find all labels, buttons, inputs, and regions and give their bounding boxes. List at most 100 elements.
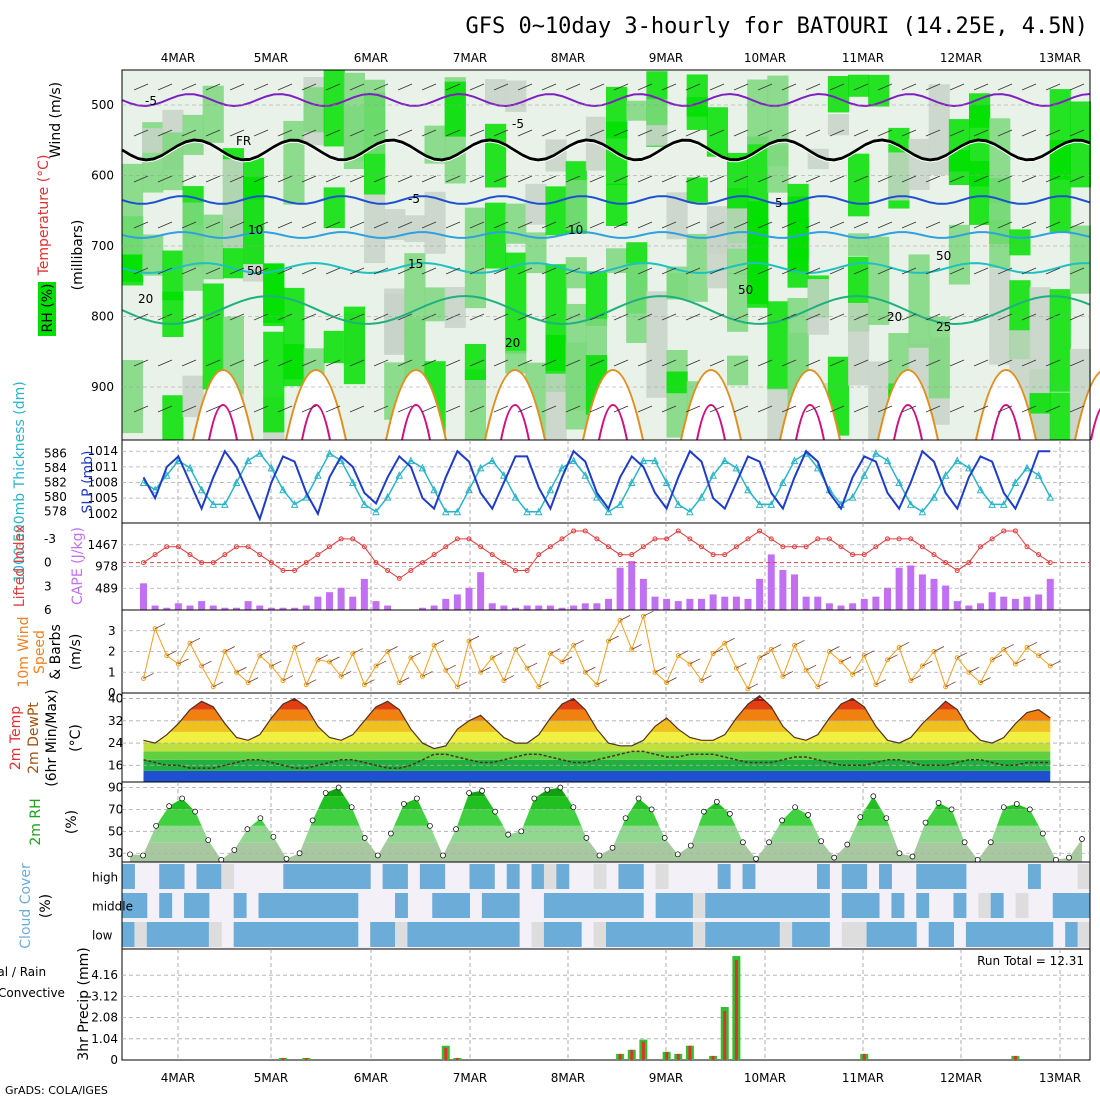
cloud-level-label: low (92, 929, 113, 943)
rh-point (844, 841, 851, 848)
thickness-point (325, 449, 334, 457)
rh-cell (323, 70, 345, 147)
cloud-cell (395, 864, 408, 889)
wind-barb (277, 405, 293, 413)
cloud-cell (630, 864, 644, 889)
cloud-cell (990, 922, 1004, 947)
wind-barb (1021, 405, 1037, 413)
thickness-tick: 580 (44, 490, 67, 504)
cloud-cell (581, 893, 595, 918)
li-point (652, 536, 658, 542)
wind-barb (805, 83, 821, 91)
wind-barb (949, 221, 965, 229)
cloud-cell (692, 922, 706, 947)
rh-cell (706, 221, 728, 289)
cloud-cell (593, 893, 607, 918)
wind-barb (613, 221, 629, 229)
cloud-cell (543, 922, 557, 947)
wind-barb (205, 221, 221, 229)
cloud-cell (680, 922, 694, 947)
rh-cell (323, 330, 345, 364)
wind-speed-point (908, 678, 914, 684)
cloud-cell (742, 893, 756, 918)
rh-point (140, 852, 146, 859)
cloud-cell (432, 864, 446, 889)
thickness-point (186, 463, 194, 472)
wind-barb (349, 129, 365, 137)
wind-barb (469, 83, 485, 91)
dewpt-line (143, 750, 1051, 769)
wind-barb (205, 175, 221, 183)
cloud-cell (891, 893, 905, 918)
wind-barb (277, 359, 293, 367)
precip-conv-bar (281, 1057, 285, 1060)
cloud-cell (531, 864, 545, 889)
cape-bar (674, 601, 682, 610)
rh-point (1026, 806, 1033, 813)
li-tick: -3 (44, 532, 56, 546)
top-date-label: 9MAR (649, 51, 684, 65)
wind-barb (901, 313, 917, 321)
li-point (664, 536, 670, 542)
li-point (885, 536, 890, 542)
thickness-point (779, 478, 787, 486)
wind-barb (133, 405, 149, 413)
wind-tick: 2 (108, 645, 116, 659)
cape-bar (709, 594, 717, 610)
rh-cell (283, 344, 305, 380)
cloud-cell (531, 922, 545, 947)
cloud-cell (1003, 922, 1017, 947)
wind-barb (157, 83, 173, 91)
rh-cell (303, 87, 325, 133)
li-point (361, 544, 367, 550)
run-total-label: Run Total = 12.31 (977, 954, 1084, 968)
wind-barb (229, 83, 245, 91)
temp-line (143, 695, 1051, 750)
li-point (327, 544, 332, 550)
li-point (931, 552, 937, 558)
wind-barb (445, 221, 461, 229)
li-point (896, 536, 902, 542)
li-point (943, 560, 949, 566)
wind-barb (1069, 313, 1085, 321)
thickness-point (930, 492, 938, 501)
wind-barb (205, 313, 221, 321)
wind-barb-10m (1038, 650, 1049, 656)
li-point (594, 536, 600, 542)
cape-bar (884, 587, 891, 610)
wind-barb (973, 221, 989, 229)
cape-bar (442, 598, 450, 610)
cloud-cell (481, 922, 495, 947)
wind-barb (613, 313, 629, 321)
precip-conv-bar (723, 1011, 727, 1060)
wind-speed-point (245, 680, 251, 686)
wind-barb-10m (352, 648, 363, 654)
cloud-cell (705, 922, 719, 947)
wind-speed-point (943, 684, 949, 690)
wind-barb (517, 129, 533, 137)
wind-speed-point (268, 663, 274, 669)
wind-barb (925, 129, 941, 137)
ylabel-wind10m: 10m Wind (16, 616, 32, 687)
cape-bar (1035, 594, 1043, 610)
wind-barb (781, 313, 797, 321)
wind-barb (301, 221, 317, 229)
wind-speed-point (466, 638, 472, 644)
ylabel-rh-units: (%) (64, 810, 80, 834)
ylabel-li: Lifted Index (12, 525, 28, 607)
cloud-cell (444, 922, 458, 947)
bottom-date-label: 10MAR (744, 1071, 786, 1085)
wind-speed-point (524, 665, 530, 671)
cape-bar (837, 605, 845, 610)
thickness-point (523, 507, 531, 516)
wind-barb-10m (991, 654, 1003, 661)
cloud-cell (1015, 893, 1029, 918)
wind-barb (397, 175, 413, 183)
li-point (245, 544, 251, 550)
wind-barb-10m (154, 623, 166, 629)
wind-barb (757, 129, 773, 137)
rh-point (596, 852, 603, 859)
wind-speed-point (606, 638, 611, 644)
cloud-cell (568, 893, 582, 918)
